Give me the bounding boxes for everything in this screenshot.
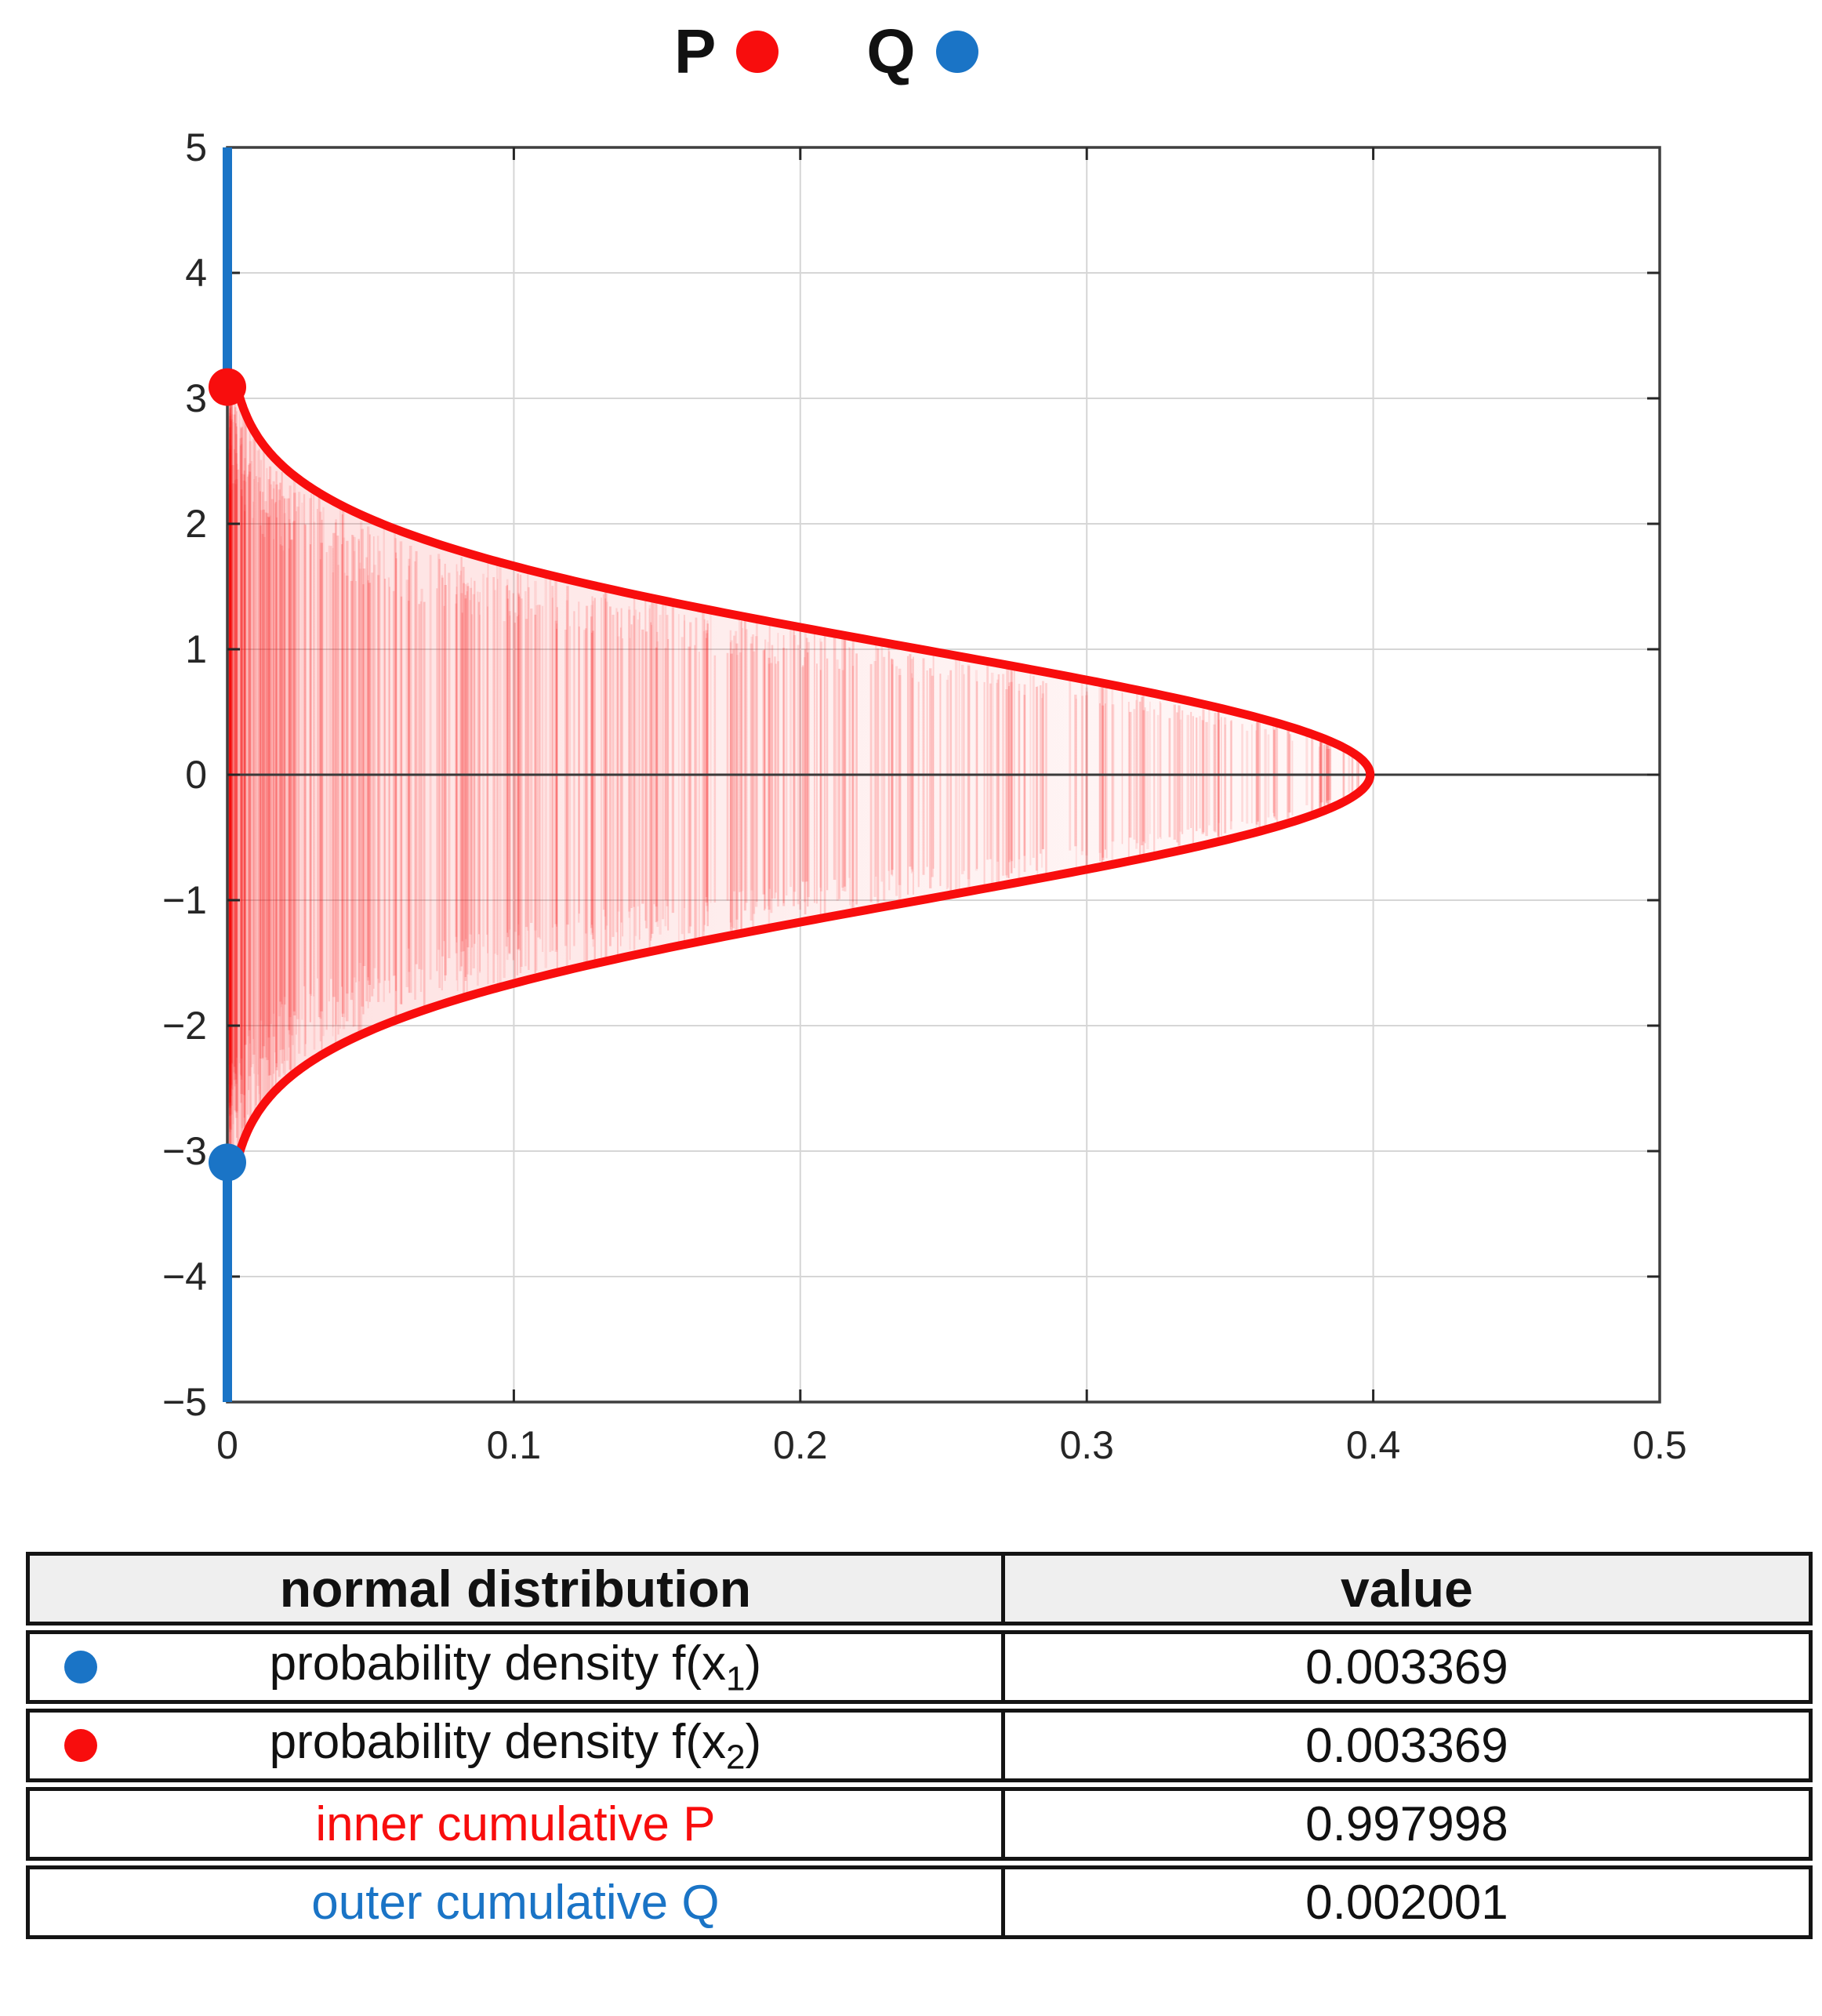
results-table: normal distribution value probability de… [26,1552,1813,1939]
y-tick-label: 1 [185,627,207,671]
x-tick-label: 0.1 [487,1423,542,1467]
table-header-row: normal distribution value [26,1552,1813,1626]
legend-p-label: P [674,16,717,86]
legend-q-label: Q [866,16,916,86]
x-tick-label: 0.3 [1059,1423,1114,1467]
blue-dot-icon [64,1651,97,1684]
legend-q-blue-dot-icon [935,31,978,73]
y-tick-label: −4 [162,1255,207,1299]
y-tick-label: 0 [185,753,207,797]
y-tick-label: −1 [162,878,207,922]
row-value: 0.997998 [1305,1796,1508,1851]
row-value: 0.002001 [1305,1875,1508,1930]
header-cell-distribution: normal distribution [30,1556,1001,1622]
y-tick-label: 4 [185,251,207,295]
red-dot-icon [64,1729,97,1762]
legend: P Q [674,14,978,89]
marker-x1-blue[interactable] [209,1143,246,1182]
y-tick-label: 2 [185,502,207,546]
table-row-outer-cumulative: outer cumulative Q 0.002001 [26,1865,1813,1939]
hatch-fill [228,380,1370,1169]
row-value: 0.003369 [1305,1640,1508,1695]
y-tick-label: −3 [162,1129,207,1173]
legend-p-red-dot-icon [736,31,779,73]
y-tick-label: 3 [185,376,207,420]
marker-x2-red[interactable] [209,368,246,406]
y-tick-label: −2 [162,1004,207,1048]
y-tick-label: −5 [162,1380,207,1424]
row-value: 0.003369 [1305,1718,1508,1773]
row-label: probability density f(x1) [269,1636,762,1698]
x-tick-label: 0.4 [1346,1423,1401,1467]
pdf-curve-P [232,383,1375,1167]
row-label: probability density f(x2) [269,1714,762,1777]
row-label-inner-cumulative-p: inner cumulative P [315,1796,716,1851]
y-tick-label: 5 [185,125,207,169]
table-row-density-x1: probability density f(x1) 0.003369 [26,1630,1813,1704]
table-row-inner-cumulative: inner cumulative P 0.997998 [26,1787,1813,1861]
header-cell-value: value [1000,1556,1809,1622]
x-tick-label: 0.2 [773,1423,828,1467]
x-tick-label: 0 [216,1423,238,1467]
table-row-density-x2: probability density f(x2) 0.003369 [26,1709,1813,1782]
row-label-outer-cumulative-q: outer cumulative Q [311,1875,720,1930]
x-tick-label: 0.5 [1632,1423,1687,1467]
